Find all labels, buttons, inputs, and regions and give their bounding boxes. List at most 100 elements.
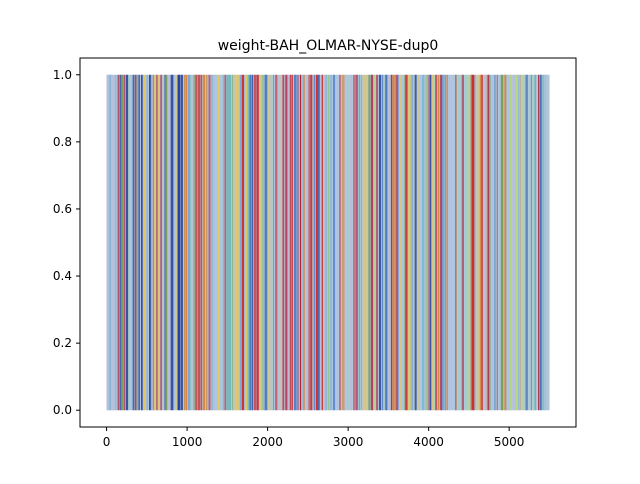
weight-band xyxy=(160,75,162,410)
weight-band xyxy=(132,75,133,410)
weight-band xyxy=(382,75,383,410)
weight-band xyxy=(322,75,323,410)
weight-band xyxy=(455,75,456,410)
weight-band xyxy=(388,75,390,410)
weight-band xyxy=(131,75,132,410)
y-tick-label: 0.4 xyxy=(53,269,72,283)
weight-band xyxy=(547,75,548,410)
weight-band xyxy=(392,75,394,410)
weight-band xyxy=(164,75,165,410)
weight-band xyxy=(540,75,542,410)
weight-band xyxy=(180,75,183,410)
weight-band xyxy=(400,75,401,410)
weight-band xyxy=(245,75,247,410)
y-tick-label: 0.8 xyxy=(53,135,72,149)
weight-band xyxy=(206,75,207,410)
weight-band xyxy=(435,75,437,410)
weight-band xyxy=(281,75,282,410)
weight-band xyxy=(274,75,275,410)
weight-band xyxy=(537,75,538,410)
weight-band xyxy=(310,75,312,410)
weight-band xyxy=(376,75,378,410)
weight-band xyxy=(496,75,497,410)
x-tick-label: 4000 xyxy=(413,435,444,449)
weight-band xyxy=(513,75,515,410)
weight-band xyxy=(451,75,452,410)
weight-band xyxy=(477,75,479,410)
weight-band xyxy=(363,75,365,410)
weight-band xyxy=(191,75,193,410)
weight-band xyxy=(107,75,109,410)
weight-band xyxy=(538,75,539,410)
weight-band xyxy=(262,75,264,410)
weight-band xyxy=(462,75,464,410)
weight-band xyxy=(432,75,433,410)
weight-band xyxy=(383,75,384,410)
weight-band xyxy=(166,75,168,410)
weight-band xyxy=(184,75,185,410)
weight-band xyxy=(154,75,155,410)
weight-band xyxy=(240,75,241,410)
weight-band xyxy=(300,75,301,410)
weight-band xyxy=(425,75,427,410)
weight-band xyxy=(542,75,544,410)
weight-band xyxy=(333,75,335,410)
weight-band xyxy=(303,75,304,410)
weight-band xyxy=(480,75,481,410)
weight-band xyxy=(412,75,413,410)
weight-band xyxy=(178,75,180,410)
weight-band xyxy=(419,75,420,410)
weight-band xyxy=(294,75,297,410)
chart-title: weight-BAH_OLMAR-NYSE-dup0 xyxy=(218,38,439,54)
weight-band xyxy=(264,75,265,410)
weight-band xyxy=(471,75,472,410)
weight-band xyxy=(420,75,421,410)
weight-band xyxy=(158,75,160,410)
x-tick-label: 0 xyxy=(103,435,111,449)
weight-band xyxy=(481,75,483,410)
y-tick-label: 0.0 xyxy=(53,403,72,417)
weight-band xyxy=(438,75,440,410)
weight-band xyxy=(492,75,494,410)
weight-band xyxy=(490,75,491,410)
weight-band xyxy=(522,75,525,410)
weight-band xyxy=(417,75,419,410)
weight-band xyxy=(353,75,355,410)
weight-band xyxy=(504,75,506,410)
weight-band xyxy=(444,75,445,410)
weight-band xyxy=(346,75,347,410)
weight-band xyxy=(461,75,462,410)
weight-band xyxy=(249,75,251,410)
weight-band xyxy=(391,75,392,410)
weight-band xyxy=(117,75,118,410)
weight-band xyxy=(223,75,224,410)
weight-band xyxy=(306,75,308,410)
weight-band xyxy=(128,75,130,410)
weight-band xyxy=(531,75,532,410)
weight-band xyxy=(252,75,253,410)
weight-band xyxy=(248,75,250,410)
weight-band xyxy=(515,75,517,410)
weight-band xyxy=(235,75,238,410)
weight-band xyxy=(371,75,373,410)
weight-band xyxy=(189,75,190,410)
weight-band xyxy=(233,75,234,410)
weight-band xyxy=(359,75,360,410)
y-tick-label: 0.2 xyxy=(53,336,72,350)
weight-band xyxy=(198,75,200,410)
weight-band xyxy=(195,75,197,410)
weight-band xyxy=(309,75,310,410)
weight-band xyxy=(136,75,138,410)
weight-band xyxy=(330,75,332,410)
weight-band xyxy=(109,75,111,410)
weight-band xyxy=(254,75,257,410)
weight-band xyxy=(231,75,232,410)
weight-band xyxy=(442,75,444,410)
weight-band xyxy=(398,75,399,410)
weight-band xyxy=(518,75,519,410)
weight-band xyxy=(429,75,431,410)
weight-band xyxy=(156,75,158,410)
weight-band xyxy=(220,75,222,410)
weight-band xyxy=(336,75,338,410)
weight-band xyxy=(320,75,321,410)
